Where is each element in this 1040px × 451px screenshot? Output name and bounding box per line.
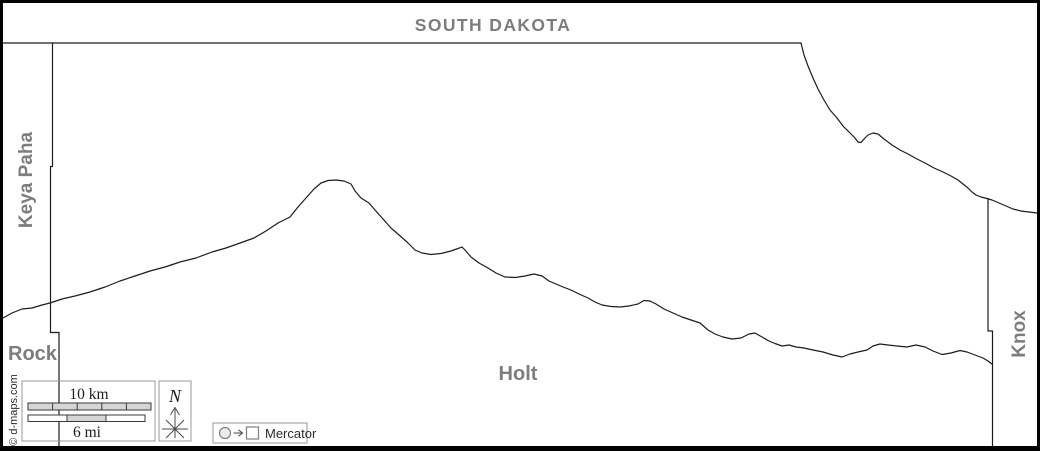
- projection-box: [212, 422, 308, 444]
- rock-label: Rock: [8, 343, 58, 365]
- north-arrow: N: [158, 380, 192, 442]
- missouri-river-line: [800, 42, 1038, 214]
- arrow-right-icon: [233, 429, 244, 437]
- boundary-lines: [2, 42, 1038, 448]
- holt-label: Holt: [499, 363, 538, 385]
- knox-label: Knox: [1009, 310, 1030, 358]
- km-bar: [27, 402, 152, 411]
- niobrara-river-line: [2, 179, 993, 365]
- projection-legend: Mercator: [212, 422, 317, 444]
- scale-bar: 10 km 6 mi: [21, 380, 156, 442]
- south-dakota-label: SOUTH DAKOTA: [415, 15, 571, 35]
- scale-mi-label: 6 mi: [73, 424, 102, 441]
- scale-km-label: 10 km: [69, 386, 108, 403]
- east-boundary-line: [987, 197, 994, 448]
- mi-bar: [27, 414, 146, 422]
- scale-bar-box: [21, 380, 156, 442]
- map-square-icon: [245, 426, 260, 440]
- projection-label: Mercator: [265, 426, 317, 441]
- north-arrow-box: [158, 380, 192, 442]
- globe-circle-icon: [218, 426, 232, 440]
- west-boundary-line: [49, 42, 60, 448]
- north-n-label: N: [168, 386, 182, 406]
- keya-paha-label: Keya Paha: [16, 132, 37, 229]
- compass-rose-icon: [162, 406, 188, 439]
- copyright-credit: © d-maps.com: [8, 374, 20, 446]
